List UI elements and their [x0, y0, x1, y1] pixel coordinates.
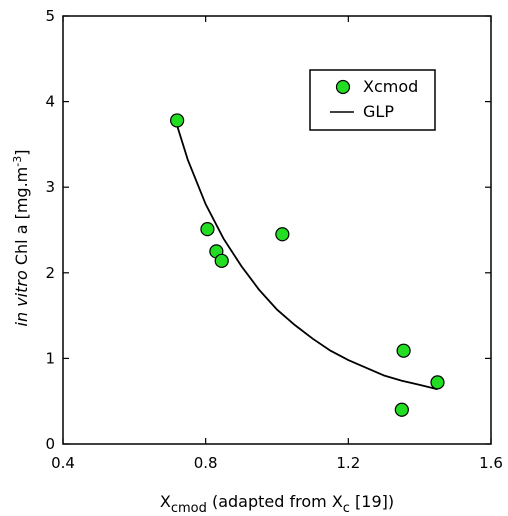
y-tick-label-4: 4 [45, 93, 55, 111]
series-layer [170, 113, 445, 417]
data-point-xcmod-0 [170, 113, 185, 128]
x-axis-title: Xcmod (adapted from Xc [19]) [160, 492, 394, 516]
plot-area-frame [62, 15, 492, 445]
x-tick-label-2: 1.2 [336, 454, 360, 472]
data-point-xcmod-6 [396, 343, 411, 358]
y-axis-title: in vitro Chl a [mg.m-3] [11, 150, 31, 327]
y-tick-label-1: 1 [45, 349, 55, 367]
x-tick-label-1: 0.8 [194, 454, 218, 472]
legend-label-xcmod: Xcmod [363, 77, 418, 96]
data-point-xcmod-1 [200, 222, 215, 237]
x-tick-label-0: 0.4 [51, 454, 75, 472]
legend-box [309, 69, 436, 131]
x-tick-label-3: 1.6 [479, 454, 503, 472]
series-line-glp [172, 114, 438, 391]
y-tick-label-2: 2 [45, 264, 55, 282]
data-point-xcmod-3 [214, 253, 229, 268]
data-point-xcmod-7 [430, 375, 445, 390]
legend: Xcmod GLP [309, 69, 436, 131]
axis-tick-labels: 0.4 0.8 1.2 1.6 0 1 2 3 4 5 [45, 7, 502, 472]
axis-ticks [62, 15, 492, 445]
y-tick-label-0: 0 [45, 435, 55, 453]
data-point-xcmod-5 [394, 402, 409, 417]
y-tick-label-5: 5 [45, 7, 55, 25]
legend-marker-xcmod [335, 79, 351, 95]
legend-label-glp: GLP [363, 102, 394, 121]
data-point-xcmod-4 [275, 227, 290, 242]
y-tick-label-3: 3 [45, 178, 55, 196]
